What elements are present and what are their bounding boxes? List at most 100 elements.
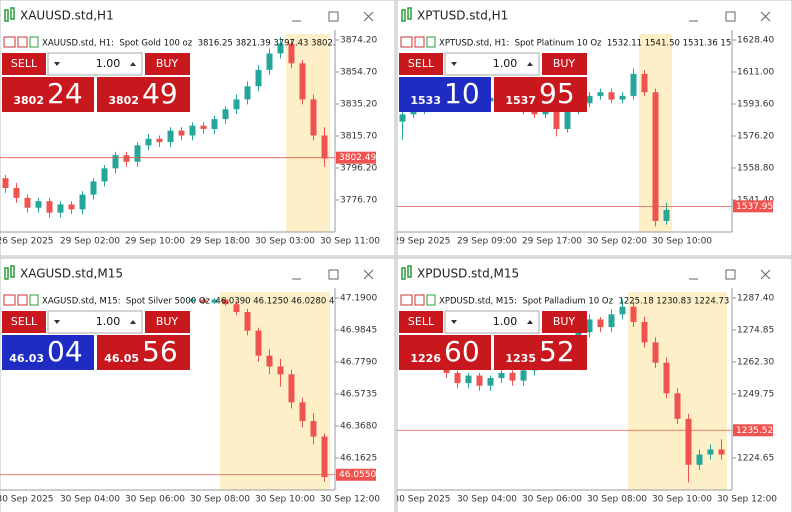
candle-body xyxy=(13,188,20,198)
x-tick-label: 30 Sep 04:00 xyxy=(60,495,120,505)
y-tick-label: 1262.30 xyxy=(737,357,774,367)
sell-button[interactable] xyxy=(399,53,443,75)
x-tick-label: 30 Sep 10:00 xyxy=(255,495,315,505)
lot-field[interactable] xyxy=(47,310,143,334)
symbol-info: XPTUSD.std, H1: Spot Platinum 10 Oz 1532… xyxy=(439,39,731,49)
maximize-button[interactable] xyxy=(725,269,736,280)
buy-button[interactable] xyxy=(542,53,587,75)
lot-decrease[interactable] xyxy=(451,62,457,66)
lot-field[interactable] xyxy=(444,310,540,334)
close-button[interactable] xyxy=(363,11,374,22)
candle-body xyxy=(68,204,75,210)
close-button[interactable] xyxy=(760,269,771,280)
candle-body xyxy=(123,155,130,162)
x-tick-label: 30 Sep 06:00 xyxy=(522,495,582,505)
sell-price-box[interactable] xyxy=(2,77,94,112)
buy-price-box[interactable] xyxy=(97,335,190,370)
buy-price-box[interactable] xyxy=(494,77,587,112)
sell-price-box[interactable] xyxy=(399,335,491,370)
buy-button[interactable] xyxy=(145,311,190,333)
candle-body xyxy=(553,106,560,130)
candle-body xyxy=(244,86,251,100)
x-tick-label: 30 Sep 12:00 xyxy=(320,495,380,505)
info-icon xyxy=(400,36,413,48)
y-tick-label: 46.3680 xyxy=(340,421,377,431)
lot-increase[interactable] xyxy=(527,62,533,66)
symbol-info: XAGUSD.std, M15: Spot Silver 5000 Oz 46.… xyxy=(42,297,334,307)
y-tick-label: 1611.00 xyxy=(737,67,774,77)
candle-body xyxy=(641,321,648,343)
lot-decrease[interactable] xyxy=(54,320,60,324)
x-tick-label: 30 Sep 08:00 xyxy=(190,495,250,505)
title-icon xyxy=(401,267,406,280)
candle-body xyxy=(101,168,108,182)
title-icon xyxy=(407,7,412,20)
x-tick-label: 30 Sep 02:00 xyxy=(587,237,647,247)
y-tick-label: 1249.75 xyxy=(737,389,774,399)
candle-body xyxy=(652,92,659,221)
y-tick-label: 3874.20 xyxy=(340,36,377,46)
maximize-button[interactable] xyxy=(328,269,339,280)
candle-body xyxy=(674,393,681,419)
buy-price-box[interactable] xyxy=(97,77,190,112)
sell-label: SELL xyxy=(11,57,38,70)
chart-window: XAUUSD.std,H1 3874.20 3854.70 3835.20 3815.7… xyxy=(0,0,395,256)
lot-decrease[interactable] xyxy=(54,62,60,66)
buy-label: BUY xyxy=(553,57,576,70)
candle-body xyxy=(266,355,273,367)
chart-window: XPDUSD.std,M15 1287.40 1274.85 1262.30 1249.… xyxy=(397,258,792,512)
candle-body xyxy=(707,449,714,455)
lot-decrease[interactable] xyxy=(451,320,457,324)
sell-price-box[interactable] xyxy=(399,77,491,112)
y-tick-label: 1593.60 xyxy=(737,99,774,109)
highlight-zone xyxy=(220,292,330,490)
lot-increase[interactable] xyxy=(130,320,136,324)
candle-body xyxy=(663,209,670,221)
maximize-button[interactable] xyxy=(328,11,339,22)
close-button[interactable] xyxy=(363,269,374,280)
x-tick-label: 29 Sep 02:00 xyxy=(60,237,120,247)
lot-field[interactable] xyxy=(47,52,143,76)
window-title: XPTUSD.std,H1 xyxy=(417,9,508,23)
candle-body xyxy=(685,418,692,465)
buy-price-big: 49 xyxy=(142,77,178,110)
close-button[interactable] xyxy=(760,11,771,22)
buy-button[interactable] xyxy=(145,53,190,75)
buy-label: BUY xyxy=(156,57,179,70)
candle-body xyxy=(255,330,262,356)
price-label: 46.0550 xyxy=(339,470,376,480)
sell-price-box[interactable] xyxy=(2,335,94,370)
candle-body xyxy=(244,312,251,331)
buy-button[interactable] xyxy=(542,311,587,333)
candle-body xyxy=(255,69,262,87)
price-label: 3802.49 xyxy=(339,153,376,163)
candle-body xyxy=(520,370,527,381)
candle-body xyxy=(597,92,604,96)
candle-body xyxy=(46,201,53,213)
info-icon xyxy=(3,294,16,306)
candle-body xyxy=(200,125,207,129)
buy-price-box[interactable] xyxy=(494,335,587,370)
candle-body xyxy=(145,138,152,146)
lot-increase[interactable] xyxy=(527,320,533,324)
candle-body xyxy=(608,314,615,328)
sell-button[interactable] xyxy=(399,311,443,333)
lot-field[interactable] xyxy=(444,52,540,76)
sell-button[interactable] xyxy=(2,311,46,333)
info-icon xyxy=(17,36,28,48)
candle-body xyxy=(167,130,174,143)
candle-body xyxy=(233,99,240,110)
y-tick-label: 47.1900 xyxy=(340,293,377,303)
buy-price-small: 46.05 xyxy=(104,352,139,365)
y-tick-label: 3776.70 xyxy=(340,196,377,206)
title-icon xyxy=(10,7,15,20)
info-icon xyxy=(17,294,28,306)
y-tick-label: 1558.80 xyxy=(737,163,774,173)
lot-increase[interactable] xyxy=(130,62,136,66)
y-tick-label: 46.7790 xyxy=(340,357,377,367)
maximize-button[interactable] xyxy=(725,11,736,22)
candle-body xyxy=(321,135,328,159)
sell-button[interactable] xyxy=(2,53,46,75)
info-icon xyxy=(414,294,425,306)
